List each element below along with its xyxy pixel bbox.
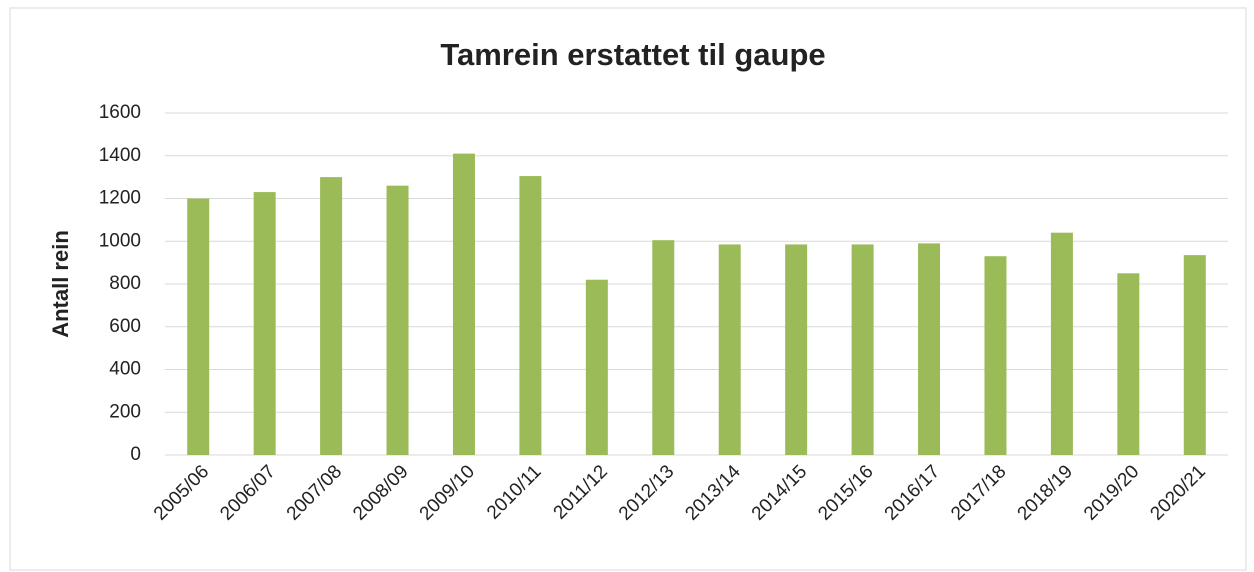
bar	[253, 192, 276, 455]
y-tick-label: 600	[109, 316, 141, 337]
bar	[386, 185, 409, 456]
bar	[1050, 232, 1073, 455]
bar	[1117, 273, 1140, 455]
bar	[718, 244, 741, 455]
bar	[918, 243, 941, 455]
bar	[519, 176, 542, 455]
bar	[1183, 255, 1206, 455]
y-tick-label: 400	[109, 359, 141, 380]
bar	[187, 198, 210, 455]
bar	[785, 244, 808, 455]
bar	[585, 279, 608, 455]
y-tick-label: 1600	[99, 102, 141, 123]
bar	[652, 240, 675, 455]
bar	[851, 244, 874, 455]
y-axis-label: Antall rein	[48, 230, 73, 338]
bar	[984, 256, 1007, 455]
y-tick-label: 0	[130, 444, 141, 465]
bar	[452, 153, 475, 456]
y-tick-label: 800	[109, 273, 141, 294]
y-tick-label: 1400	[99, 145, 141, 166]
y-tick-label: 1200	[99, 188, 141, 209]
y-tick-label: 200	[109, 401, 141, 422]
chart-border	[9, 7, 1247, 571]
bar	[320, 177, 343, 455]
y-tick-label: 1000	[99, 230, 141, 251]
chart-title: Tamrein erstattet til gaupe	[440, 37, 825, 72]
